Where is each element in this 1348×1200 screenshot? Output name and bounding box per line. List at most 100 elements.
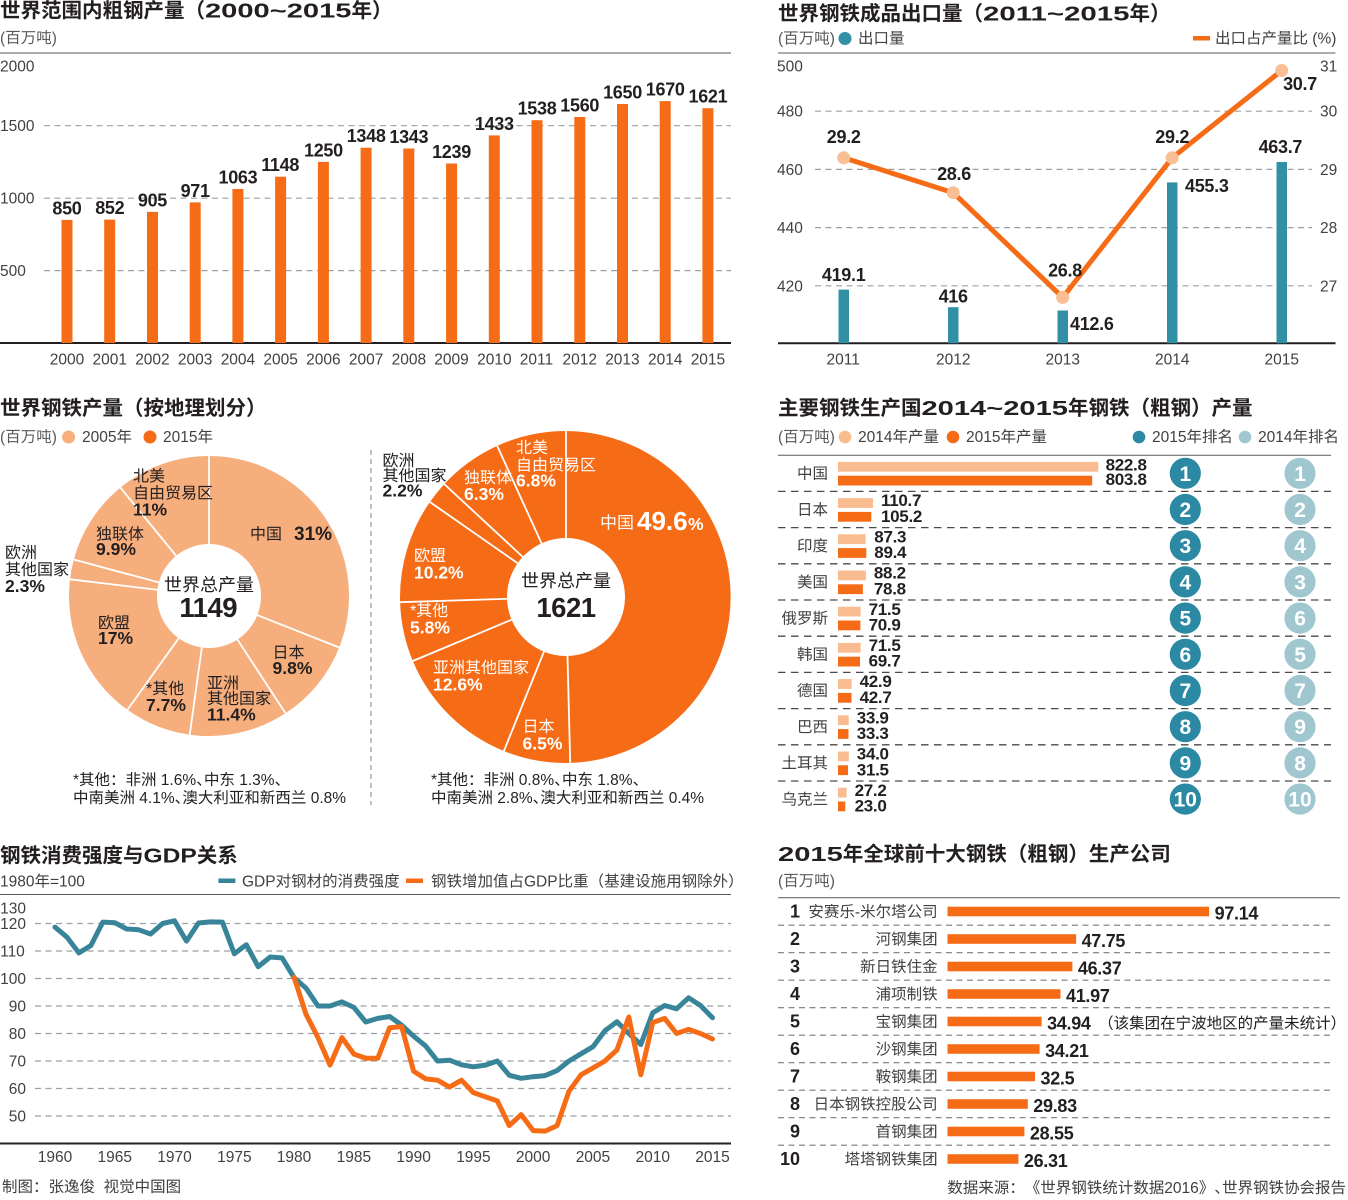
svg-text:2012: 2012: [563, 352, 597, 369]
svg-text:GDP: GDP: [242, 874, 276, 891]
svg-text:2014~2015: 2014~2015: [922, 397, 1069, 420]
svg-text:2015: 2015: [695, 1149, 729, 1166]
svg-text:905: 905: [138, 190, 167, 210]
svg-text:9.8%: 9.8%: [273, 658, 313, 678]
svg-text:27.2: 27.2: [855, 781, 887, 800]
svg-text:27: 27: [1320, 278, 1337, 295]
svg-text:*: *: [73, 772, 79, 789]
svg-text:70.9: 70.9: [869, 616, 901, 635]
svg-text:0.4%: 0.4%: [664, 790, 704, 807]
svg-text:2002: 2002: [135, 352, 169, 369]
svg-text:2014: 2014: [1258, 429, 1293, 446]
svg-text:9.9%: 9.9%: [96, 539, 136, 559]
svg-text:1538: 1538: [518, 99, 557, 119]
svg-text:2003: 2003: [178, 352, 212, 369]
svg-text:500: 500: [0, 263, 26, 280]
svg-text:1: 1: [1294, 463, 1306, 486]
svg-text:419.1: 419.1: [822, 265, 866, 285]
svg-text:2007: 2007: [349, 352, 383, 369]
svg-text:2006: 2006: [306, 352, 340, 369]
svg-text:480: 480: [777, 104, 803, 121]
svg-text:31%: 31%: [294, 524, 332, 545]
svg-text:1.8%: 1.8%: [593, 772, 633, 789]
svg-text:2000: 2000: [50, 352, 85, 369]
svg-text:1960: 1960: [38, 1149, 73, 1166]
svg-text:1650: 1650: [603, 83, 642, 103]
svg-text:(: (: [0, 429, 6, 446]
svg-text:1000: 1000: [0, 191, 35, 208]
svg-text:1149: 1149: [179, 592, 237, 623]
svg-text:(: (: [778, 31, 784, 48]
svg-text:1970: 1970: [157, 1149, 192, 1166]
svg-text:3: 3: [1294, 571, 1306, 594]
svg-text:1965: 1965: [98, 1149, 132, 1166]
svg-text:80: 80: [9, 1026, 27, 1043]
svg-text:460: 460: [777, 162, 803, 179]
svg-text:5: 5: [1180, 608, 1192, 631]
svg-text:-: -: [855, 904, 860, 921]
svg-text:4: 4: [790, 984, 800, 1004]
svg-text:2005: 2005: [263, 352, 297, 369]
svg-text:1.6%: 1.6%: [157, 772, 197, 789]
svg-text:6.8%: 6.8%: [516, 471, 556, 491]
svg-text:*: *: [431, 772, 437, 789]
svg-text:500: 500: [777, 59, 803, 76]
svg-text:29.2: 29.2: [1155, 127, 1189, 147]
svg-text:4: 4: [1180, 571, 1192, 594]
svg-text:2005: 2005: [576, 1149, 610, 1166]
svg-text:5.8%: 5.8%: [410, 618, 450, 638]
svg-text:2015: 2015: [1265, 352, 1299, 369]
svg-text:*: *: [410, 603, 416, 620]
svg-text:2.8%: 2.8%: [493, 790, 533, 807]
svg-text:70: 70: [9, 1054, 27, 1071]
svg-text:11.4%: 11.4%: [207, 705, 256, 725]
svg-text:1148: 1148: [261, 155, 299, 175]
svg-text:30.7: 30.7: [1283, 74, 1317, 94]
svg-text:110.7: 110.7: [881, 491, 921, 510]
svg-text:0.8%: 0.8%: [306, 790, 346, 807]
svg-text:822.8: 822.8: [1106, 455, 1147, 474]
svg-text:29.2: 29.2: [827, 127, 861, 147]
svg-text:*: *: [146, 681, 152, 698]
svg-text:30: 30: [1320, 104, 1338, 121]
svg-text:2009: 2009: [434, 352, 468, 369]
svg-text:2000: 2000: [516, 1149, 551, 1166]
svg-text:105.2: 105.2: [881, 507, 922, 526]
svg-text:852: 852: [95, 198, 124, 218]
svg-text:10: 10: [1288, 789, 1311, 812]
svg-text:2: 2: [1180, 499, 1192, 522]
svg-text:10.2%: 10.2%: [414, 563, 464, 583]
svg-text:5: 5: [1294, 644, 1306, 667]
svg-text:7.7%: 7.7%: [146, 695, 186, 715]
svg-text:2010: 2010: [636, 1149, 671, 1166]
svg-text:803.8: 803.8: [1106, 470, 1147, 489]
svg-text:=100: =100: [50, 874, 85, 891]
svg-text:(: (: [0, 30, 6, 47]
svg-text:1.3%: 1.3%: [235, 772, 275, 789]
svg-text:7: 7: [790, 1067, 800, 1087]
svg-text:31: 31: [1320, 59, 1337, 76]
svg-text:2010: 2010: [477, 352, 512, 369]
svg-text:): ): [830, 31, 835, 48]
svg-text:1621: 1621: [536, 592, 595, 623]
svg-text:1980: 1980: [277, 1149, 312, 1166]
svg-text:GDP: GDP: [524, 874, 558, 891]
svg-text:2011~2015: 2011~2015: [983, 3, 1130, 26]
svg-text:7: 7: [1294, 680, 1306, 703]
svg-text:1239: 1239: [432, 142, 471, 162]
svg-text:440: 440: [777, 220, 803, 237]
svg-text:89.4: 89.4: [874, 543, 907, 562]
svg-text:130: 130: [0, 901, 26, 918]
svg-text:1670: 1670: [646, 80, 685, 100]
svg-text:31.5: 31.5: [857, 760, 889, 779]
svg-text:2.3%: 2.3%: [5, 576, 45, 596]
svg-text:2: 2: [1294, 499, 1306, 522]
svg-text:463.7: 463.7: [1259, 137, 1303, 157]
svg-text:33.9: 33.9: [857, 708, 889, 727]
svg-text:71.5: 71.5: [869, 636, 901, 655]
svg-text:2008: 2008: [392, 352, 426, 369]
svg-text:): ): [52, 429, 57, 446]
svg-text:455.3: 455.3: [1185, 176, 1229, 196]
svg-text:1980: 1980: [0, 874, 35, 891]
svg-text:34.21: 34.21: [1045, 1041, 1089, 1061]
